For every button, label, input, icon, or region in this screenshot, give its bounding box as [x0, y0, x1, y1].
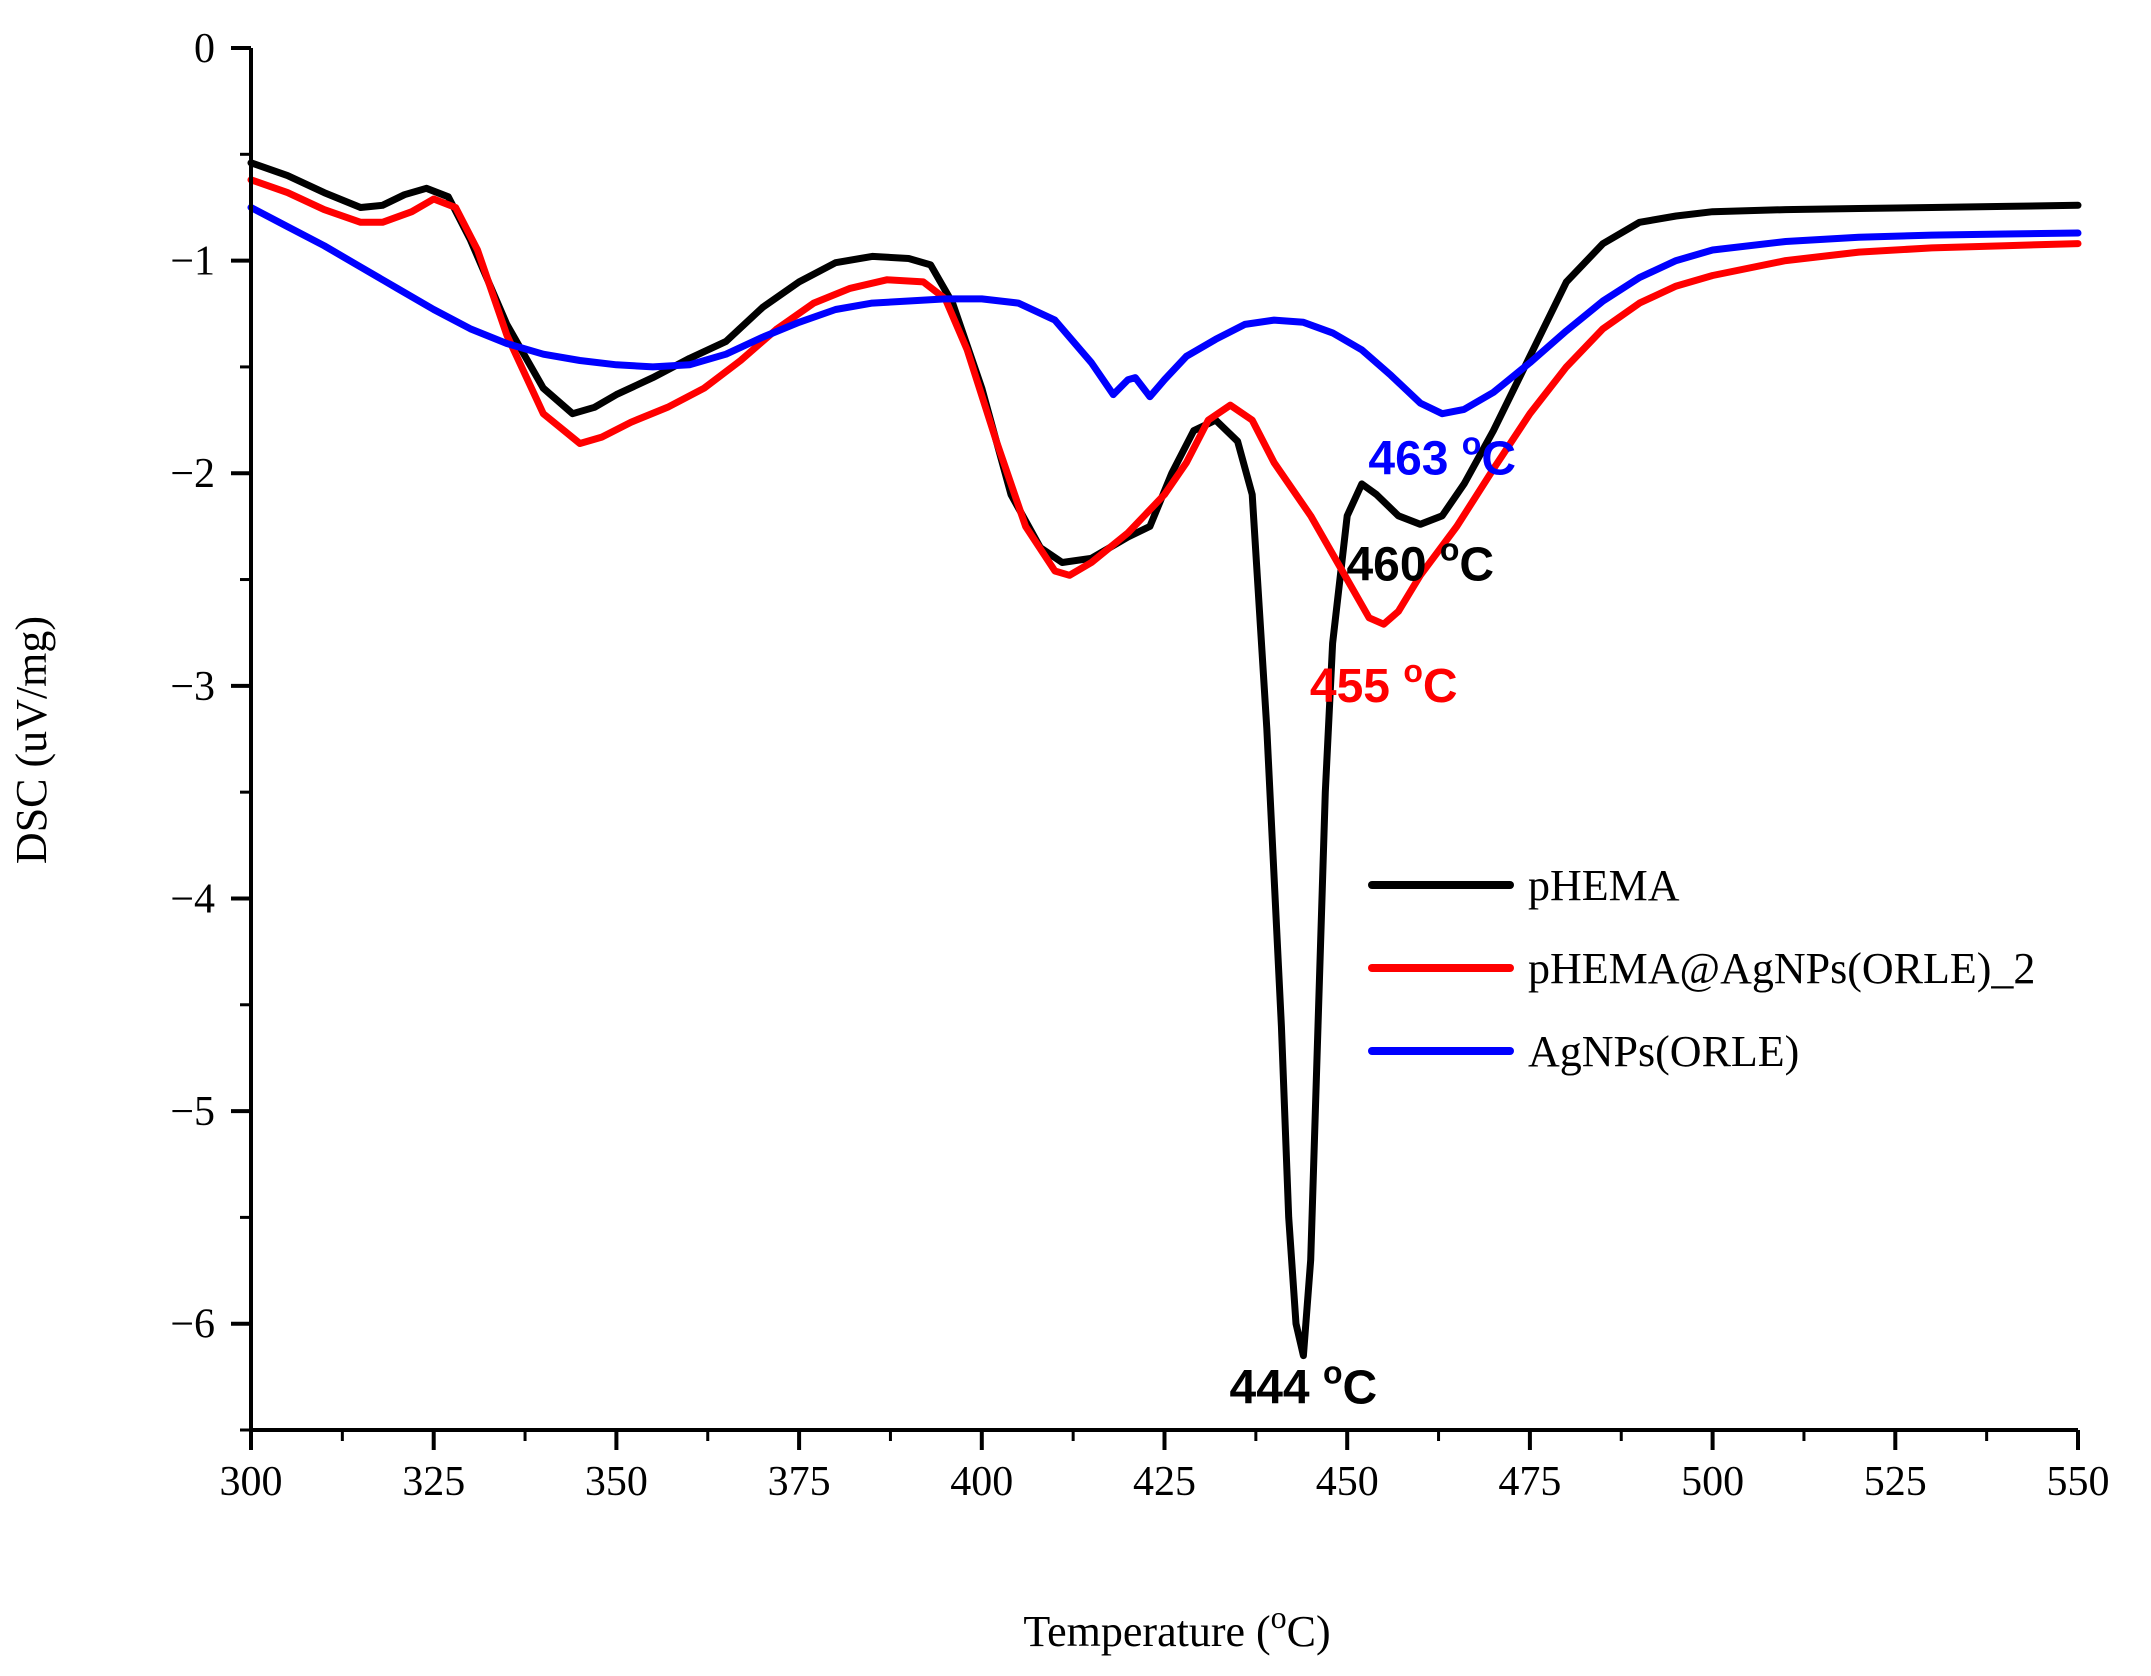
- x-tick-label: 475: [1498, 1459, 1561, 1505]
- y-tick-label: −2: [170, 451, 215, 497]
- peak-label: 460 oC: [1346, 532, 1494, 592]
- series-line-2: [247, 204, 2082, 418]
- y-tick-label: −1: [170, 239, 215, 285]
- x-tick-label: 525: [1864, 1459, 1927, 1505]
- x-tick-label: 375: [768, 1459, 831, 1505]
- legend: pHEMA pHEMA@AgNPs(ORLE)_2 AgNPs(ORLE): [1368, 861, 2035, 1076]
- series-layer: [247, 159, 2082, 1360]
- peak-annotations: 463 oC 460 oC 455 oC 444 oC: [1230, 425, 1516, 1414]
- x-tick-label: 500: [1681, 1459, 1744, 1505]
- y-axis-title: DSC (uV/mg): [7, 616, 56, 864]
- axes: 300 325 350 375 400 425 450 475 500 525 550 0 −1 −2 −3…: [170, 26, 2109, 1505]
- y-tick-label: 0: [194, 26, 215, 72]
- x-tick-label: 400: [950, 1459, 1013, 1505]
- x-tick-label: 350: [585, 1459, 648, 1505]
- peak-label: 463 oC: [1368, 425, 1516, 485]
- peak-label: 444 oC: [1230, 1354, 1378, 1414]
- y-tick-label: −3: [170, 664, 215, 710]
- legend-label: AgNPs(ORLE): [1528, 1027, 1799, 1076]
- x-axis-title: Temperature (oC): [1023, 1599, 1330, 1656]
- series-line-1: [247, 176, 2082, 628]
- x-tick-label: 425: [1133, 1459, 1196, 1505]
- y-tick-label: −5: [170, 1089, 215, 1135]
- series-line-0: [247, 159, 2082, 1360]
- x-tick-label: 325: [402, 1459, 465, 1505]
- x-tick-label: 300: [220, 1459, 283, 1505]
- x-tick-label: 450: [1316, 1459, 1379, 1505]
- legend-label: pHEMA: [1528, 861, 1680, 910]
- y-tick-label: −4: [170, 876, 215, 922]
- y-tick-label: −6: [170, 1302, 215, 1348]
- legend-label: pHEMA@AgNPs(ORLE)_2: [1528, 944, 2035, 993]
- peak-label: 455 oC: [1310, 653, 1458, 713]
- x-tick-label: 550: [2047, 1459, 2110, 1505]
